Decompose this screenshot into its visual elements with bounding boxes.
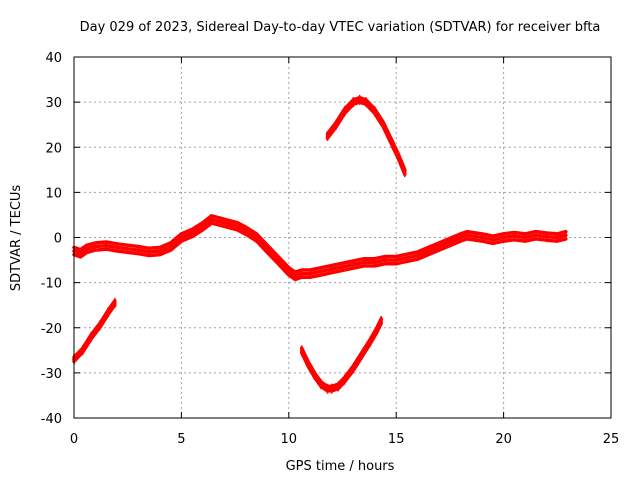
y-tick-label: -20 <box>41 322 62 337</box>
x-tick-label: 0 <box>70 432 78 447</box>
x-axis-label: GPS time / hours <box>286 459 395 474</box>
y-axis-label: SDTVAR / TECUs <box>9 185 24 292</box>
y-tick-label: -10 <box>41 277 62 292</box>
y-tick-label: -40 <box>41 412 62 427</box>
upper-arc-series <box>325 94 407 178</box>
chart-title: Day 029 of 2023, Sidereal Day-to-day VTE… <box>80 20 601 35</box>
axis-ticks: 0 5 10 15 20 25 -40 -30 -20 -10 0 10 20 30 40 <box>41 51 620 447</box>
y-tick-label: 0 <box>54 232 62 247</box>
x-tick-label: 15 <box>388 432 405 447</box>
y-tick-label: 20 <box>45 141 62 156</box>
y-tick-label: -30 <box>41 367 62 382</box>
early-negative-arc-line <box>72 299 117 360</box>
y-tick-label: 10 <box>45 186 62 201</box>
data-series <box>72 94 568 394</box>
y-tick-label: 30 <box>45 96 62 111</box>
x-tick-label: 5 <box>177 432 185 447</box>
main-track-series <box>72 214 568 282</box>
upper-arc-line <box>325 98 407 174</box>
lower-arc-series <box>299 315 383 394</box>
upper-arc-line <box>325 100 407 177</box>
x-tick-label: 25 <box>603 432 620 447</box>
y-tick-label: 40 <box>45 51 62 66</box>
x-tick-label: 20 <box>495 432 512 447</box>
upper-arc-line <box>325 95 407 172</box>
early-negative-arc-series <box>72 297 117 365</box>
x-tick-label: 10 <box>281 432 298 447</box>
